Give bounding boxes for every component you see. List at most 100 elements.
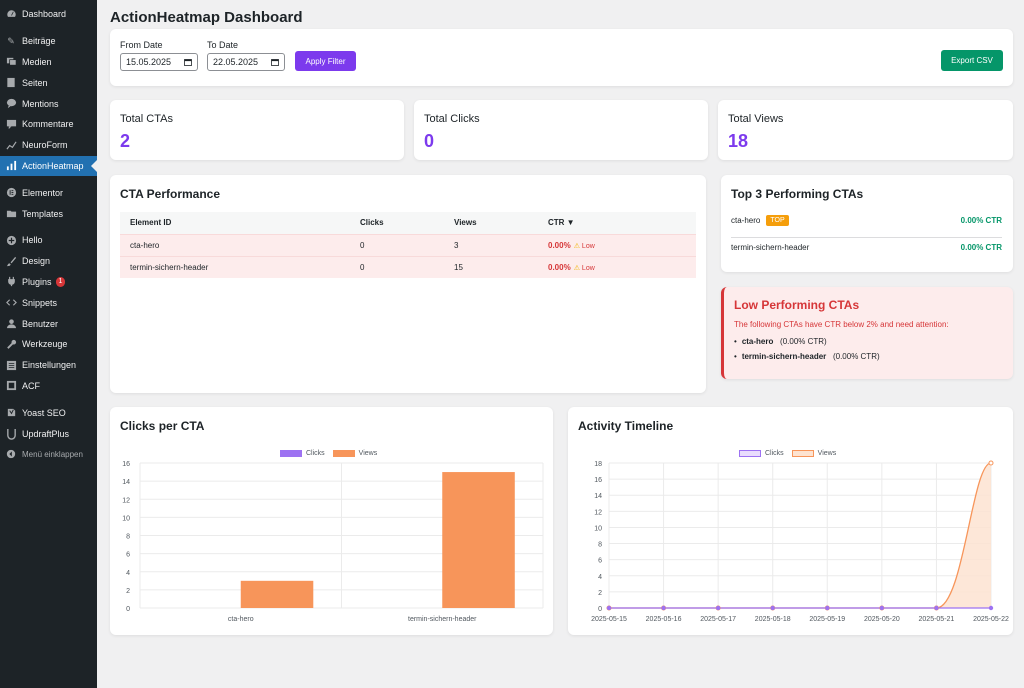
- to-date-label: To Date: [207, 40, 239, 50]
- update-count-badge: 1: [55, 276, 66, 287]
- clicks-point: [606, 605, 612, 611]
- stat-value: 18: [728, 131, 749, 151]
- pin-icon: ✎: [7, 35, 15, 46]
- column-header-ctr[interactable]: CTR ▼: [538, 212, 696, 234]
- folder-icon: [5, 208, 17, 220]
- sidebar-item-label: Benutzer: [22, 318, 59, 329]
- y-tick-label: 4: [126, 570, 130, 577]
- cta-performance-card: CTA Performance Element ID Clicks Views …: [110, 175, 706, 393]
- sidebar-item-updraftplus[interactable]: UpdraftPlus: [0, 423, 97, 444]
- sidebar-item-templates[interactable]: Templates: [0, 203, 97, 224]
- sidebar-item-beitraege[interactable]: ✎ Beiträge: [0, 31, 97, 52]
- plug-icon: [5, 276, 17, 288]
- top-cta-id: cta-hero: [731, 216, 761, 225]
- bar-views: [442, 472, 515, 608]
- yoast-icon: [5, 407, 17, 419]
- to-date-input[interactable]: 22.05.2025: [207, 53, 285, 71]
- x-tick-label: 2025-05-20: [864, 616, 900, 623]
- legend-label: Views: [358, 450, 378, 457]
- chat-icon: [5, 98, 17, 110]
- clicks-point: [770, 605, 775, 611]
- y-tick-label: 12: [122, 497, 130, 504]
- dashboard-icon: [5, 8, 17, 20]
- column-header-element-id[interactable]: Element ID: [120, 212, 350, 234]
- legend-item-clicks[interactable]: Clicks: [280, 450, 325, 457]
- y-tick-label: 8: [126, 534, 130, 541]
- sidebar-item-label: Menü einklappen: [22, 449, 83, 459]
- low-cta-list: • cta-hero (0.00% CTR) • termin-sichern-he…: [734, 337, 880, 367]
- stat-label: Total Views: [728, 113, 784, 125]
- low-indicator: ⚠ Low: [574, 265, 595, 272]
- comment-icon: [5, 118, 17, 130]
- x-tick-label: 2025-05-16: [646, 616, 682, 623]
- clicks-point: [825, 605, 830, 611]
- card-title: CTA Performance: [120, 187, 221, 201]
- sidebar-item-design[interactable]: Design: [0, 251, 97, 272]
- low-cta-id: cta-hero: [741, 337, 774, 346]
- y-tick-label: 0: [126, 606, 130, 613]
- updraft-icon: [5, 428, 17, 440]
- stat-value: 0: [424, 131, 435, 151]
- sidebar-item-actionheatmap[interactable]: ActionHeatmap: [0, 155, 97, 177]
- legend-item-views[interactable]: Views: [332, 450, 378, 457]
- legend-item-views[interactable]: Views: [791, 450, 836, 457]
- sidebar-item-einstellungen[interactable]: Einstellungen: [0, 355, 97, 376]
- x-tick-label: 2025-05-19: [809, 616, 845, 623]
- collapse-icon: [5, 448, 17, 460]
- cell-element-id: termin-sichern-header: [120, 255, 350, 278]
- bars-icon: [5, 160, 17, 172]
- column-header-clicks[interactable]: Clicks: [350, 212, 444, 234]
- sidebar-item-plugins[interactable]: Plugins 1: [0, 272, 97, 293]
- y-tick-label: 0: [598, 606, 602, 613]
- sidebar-item-seiten[interactable]: Seiten: [0, 72, 97, 93]
- from-date-input[interactable]: 15.05.2025: [120, 53, 198, 71]
- x-tick-label: 2025-05-21: [919, 616, 955, 623]
- line-chart: 18 16 14 12 10 8 6 4 2 0 2025-05-15 2025-05-16 2025-…: [591, 460, 1009, 623]
- x-tick-label: 2025-05-15: [591, 616, 627, 623]
- clicks-point: [879, 605, 885, 611]
- sidebar-item-dashboard[interactable]: Dashboard: [0, 4, 97, 25]
- sidebar-item-acf[interactable]: ACF: [0, 376, 97, 397]
- warning-icon: ⚠: [573, 264, 580, 272]
- export-csv-button[interactable]: Export CSV: [941, 50, 1003, 71]
- y-tick-label: 14: [594, 493, 602, 500]
- sidebar-item-label: NeuroForm: [22, 140, 68, 151]
- low-label: Low: [581, 242, 595, 250]
- cell-ctr: 0.00% ⚠ Low: [538, 233, 696, 256]
- sidebar-collapse-menu[interactable]: Menü einklappen: [0, 444, 97, 465]
- sidebar-item-kommentare[interactable]: Kommentare: [0, 114, 97, 135]
- sidebar-item-hello[interactable]: Hello: [0, 230, 97, 251]
- legend-item-clicks[interactable]: Clicks: [739, 450, 784, 457]
- chart-title: Activity Timeline: [578, 419, 674, 433]
- sidebar-item-snippets[interactable]: Snippets: [0, 292, 97, 313]
- legend-label: Clicks: [765, 450, 784, 457]
- cell-views: 15: [444, 255, 538, 278]
- sidebar-item-mentions[interactable]: Mentions: [0, 93, 97, 114]
- cell-ctr: 0.00% ⚠ Low: [538, 255, 696, 278]
- x-tick-label: 2025-05-18: [755, 616, 791, 623]
- media-icon: [5, 56, 17, 68]
- sidebar-item-label: Mentions: [22, 98, 59, 109]
- sidebar-item-benutzer[interactable]: Benutzer: [0, 313, 97, 334]
- low-indicator: ⚠ Low: [574, 243, 595, 250]
- sidebar-item-elementor[interactable]: Elementor: [0, 182, 97, 203]
- sidebar-item-werkzeuge[interactable]: Werkzeuge: [0, 334, 97, 355]
- sidebar-item-label: Hello: [22, 235, 43, 246]
- y-tick-label: 16: [594, 477, 602, 484]
- low-description: The following CTAs have CTR below 2% and…: [734, 320, 949, 329]
- y-tick-label: 12: [594, 509, 602, 516]
- sidebar-item-yoast[interactable]: Yoast SEO: [0, 402, 97, 423]
- x-tick-label: 2025-05-17: [700, 616, 736, 623]
- sidebar-item-label: ActionHeatmap: [22, 160, 84, 171]
- sidebar-item-neuroform[interactable]: NeuroForm: [0, 135, 97, 156]
- apply-filter-button[interactable]: Apply Filter: [295, 51, 356, 71]
- acf-icon: [5, 380, 17, 392]
- divider: [731, 237, 1002, 238]
- clicks-point: [661, 605, 666, 611]
- stat-card-total-views: Total Views 18: [718, 100, 1013, 160]
- column-header-views[interactable]: Views: [444, 212, 538, 234]
- admin-sidebar: Dashboard ✎ Beiträge Medien Seiten Menti…: [0, 0, 97, 688]
- sidebar-item-label: Templates: [22, 208, 64, 219]
- sidebar-item-label: Werkzeuge: [22, 339, 68, 350]
- sidebar-item-medien[interactable]: Medien: [0, 52, 97, 73]
